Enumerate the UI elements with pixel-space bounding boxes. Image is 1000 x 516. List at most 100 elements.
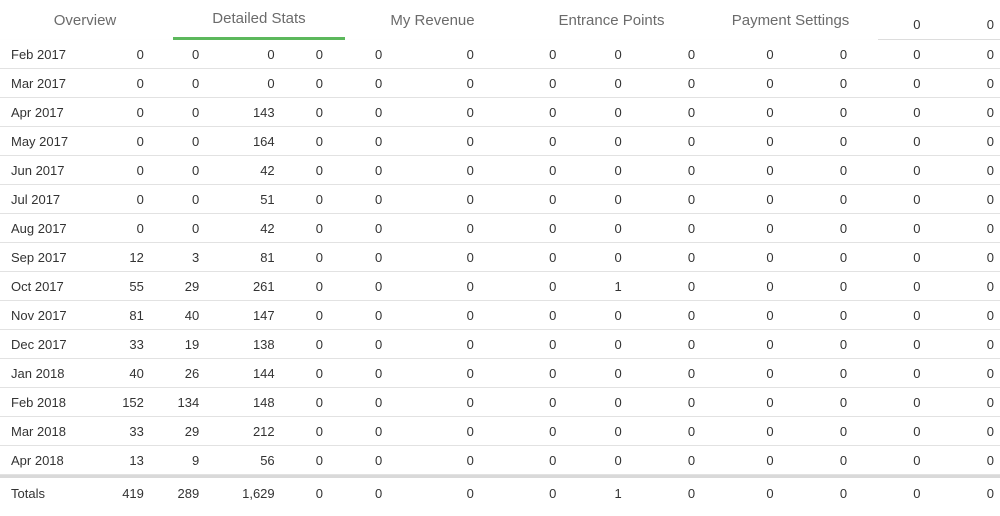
row-cell: 0 bbox=[627, 387, 702, 417]
row-cell: 0 bbox=[100, 68, 151, 98]
row-cell: 0 bbox=[150, 39, 207, 69]
row-cell: 0 bbox=[150, 155, 207, 185]
row-cell: 0 bbox=[779, 300, 854, 330]
row-cell: 0 bbox=[562, 300, 628, 330]
table-row: Feb 2017 0 0 0 0 0 0 0 0 0 0 0 0 0 bbox=[0, 39, 1000, 69]
row-cell: 0 bbox=[853, 97, 927, 127]
row-cell: 0 bbox=[150, 184, 207, 214]
row-cell: 0 bbox=[388, 416, 480, 446]
row-cell: 0 bbox=[562, 97, 628, 127]
row-cell: 0 bbox=[281, 155, 329, 185]
row-cell: 0 bbox=[853, 300, 927, 330]
row-cell: 0 bbox=[627, 97, 702, 127]
totals-cell: 419 bbox=[122, 485, 144, 501]
row-cell: 0 bbox=[701, 387, 780, 417]
row-cell: 0 bbox=[627, 445, 702, 475]
row-cell: 261 bbox=[206, 271, 282, 301]
row-cell: 0 bbox=[701, 213, 780, 243]
row-cell: 33 bbox=[100, 416, 151, 446]
row-cell: 0 bbox=[479, 242, 563, 272]
row-period: May 2017 bbox=[0, 126, 101, 156]
row-cell: 0 bbox=[281, 242, 329, 272]
row-cell: 0 bbox=[701, 155, 780, 185]
row-cell: 0 bbox=[779, 387, 854, 417]
row-cell: 51 bbox=[206, 184, 282, 214]
row-cell: 0 bbox=[701, 184, 780, 214]
row-cell: 0 bbox=[779, 271, 854, 301]
row-cell: 0 bbox=[562, 387, 628, 417]
row-cell: 42 bbox=[206, 155, 282, 185]
row-cell: 0 bbox=[328, 126, 389, 156]
table-row: Nov 2017 81 40 147 0 0 0 0 0 0 0 0 0 0 bbox=[0, 300, 1000, 330]
row-cell: 0 bbox=[701, 126, 780, 156]
tab-overview[interactable]: Overview bbox=[53, 11, 117, 29]
row-cell: 0 bbox=[701, 97, 780, 127]
row-cell: 0 bbox=[328, 329, 389, 359]
row-cell: 0 bbox=[853, 126, 927, 156]
row-cell: 0 bbox=[779, 126, 854, 156]
row-cell: 0 bbox=[281, 416, 329, 446]
row-cell: 40 bbox=[100, 358, 151, 388]
totals-label: Totals bbox=[11, 485, 45, 501]
row-cell: 0 bbox=[100, 97, 151, 127]
row-cell: 0 bbox=[562, 445, 628, 475]
row-cell: 0 bbox=[150, 97, 207, 127]
row-cell: 0 bbox=[926, 242, 1000, 272]
row-cell: 0 bbox=[701, 329, 780, 359]
row-cell: 1 bbox=[562, 271, 628, 301]
table-row: Sep 2017 12 3 81 0 0 0 0 0 0 0 0 0 0 bbox=[0, 242, 1000, 272]
row-period: Jul 2017 bbox=[0, 184, 101, 214]
row-cell: 0 bbox=[562, 329, 628, 359]
row-cell: 0 bbox=[388, 155, 480, 185]
header-cell: 0 bbox=[926, 10, 1000, 40]
row-cell: 0 bbox=[779, 68, 854, 98]
row-cell: 0 bbox=[853, 184, 927, 214]
row-cell: 0 bbox=[926, 300, 1000, 330]
row-cell: 148 bbox=[206, 387, 282, 417]
tab-entrance-points[interactable]: Entrance Points bbox=[558, 11, 665, 29]
table-row: Apr 2018 13 9 56 0 0 0 0 0 0 0 0 0 0 bbox=[0, 445, 1000, 475]
row-cell: 0 bbox=[281, 387, 329, 417]
tab-detailed-stats[interactable]: Detailed Stats bbox=[173, 0, 345, 40]
row-cell: 0 bbox=[926, 155, 1000, 185]
row-cell: 0 bbox=[388, 68, 480, 98]
row-cell: 0 bbox=[562, 358, 628, 388]
row-cell: 0 bbox=[926, 271, 1000, 301]
row-cell: 0 bbox=[479, 126, 563, 156]
row-cell: 0 bbox=[479, 329, 563, 359]
row-cell: 55 bbox=[100, 271, 151, 301]
row-cell: 0 bbox=[479, 300, 563, 330]
row-cell: 0 bbox=[281, 271, 329, 301]
row-cell: 0 bbox=[853, 416, 927, 446]
row-cell: 0 bbox=[779, 358, 854, 388]
table-row: Mar 2018 33 29 212 0 0 0 0 0 0 0 0 0 0 bbox=[0, 416, 1000, 446]
row-cell: 0 bbox=[479, 416, 563, 446]
row-cell: 0 bbox=[328, 242, 389, 272]
table-row: Jul 2017 0 0 51 0 0 0 0 0 0 0 0 0 0 bbox=[0, 184, 1000, 214]
row-cell: 0 bbox=[479, 184, 563, 214]
row-cell: 0 bbox=[150, 213, 207, 243]
row-cell: 0 bbox=[701, 39, 780, 69]
row-cell: 0 bbox=[627, 126, 702, 156]
row-period: Oct 2017 bbox=[0, 271, 101, 301]
row-cell: 144 bbox=[206, 358, 282, 388]
row-cell: 0 bbox=[206, 68, 282, 98]
row-cell: 0 bbox=[627, 242, 702, 272]
tab-my-revenue[interactable]: My Revenue bbox=[390, 11, 475, 29]
row-cell: 143 bbox=[206, 97, 282, 127]
row-cell: 0 bbox=[281, 358, 329, 388]
row-cell: 19 bbox=[150, 329, 207, 359]
row-cell: 164 bbox=[206, 126, 282, 156]
row-period: Sep 2017 bbox=[0, 242, 101, 272]
row-cell: 147 bbox=[206, 300, 282, 330]
table-row: Apr 2017 0 0 143 0 0 0 0 0 0 0 0 0 0 bbox=[0, 97, 1000, 127]
row-cell: 0 bbox=[281, 97, 329, 127]
row-cell: 0 bbox=[701, 300, 780, 330]
row-cell: 0 bbox=[926, 358, 1000, 388]
row-cell: 0 bbox=[281, 68, 329, 98]
row-cell: 0 bbox=[328, 416, 389, 446]
row-period: Jun 2017 bbox=[0, 155, 101, 185]
row-cell: 0 bbox=[328, 300, 389, 330]
tab-payment-settings[interactable]: Payment Settings bbox=[731, 11, 850, 29]
table-row: Oct 2017 55 29 261 0 0 0 0 1 0 0 0 0 0 bbox=[0, 271, 1000, 301]
